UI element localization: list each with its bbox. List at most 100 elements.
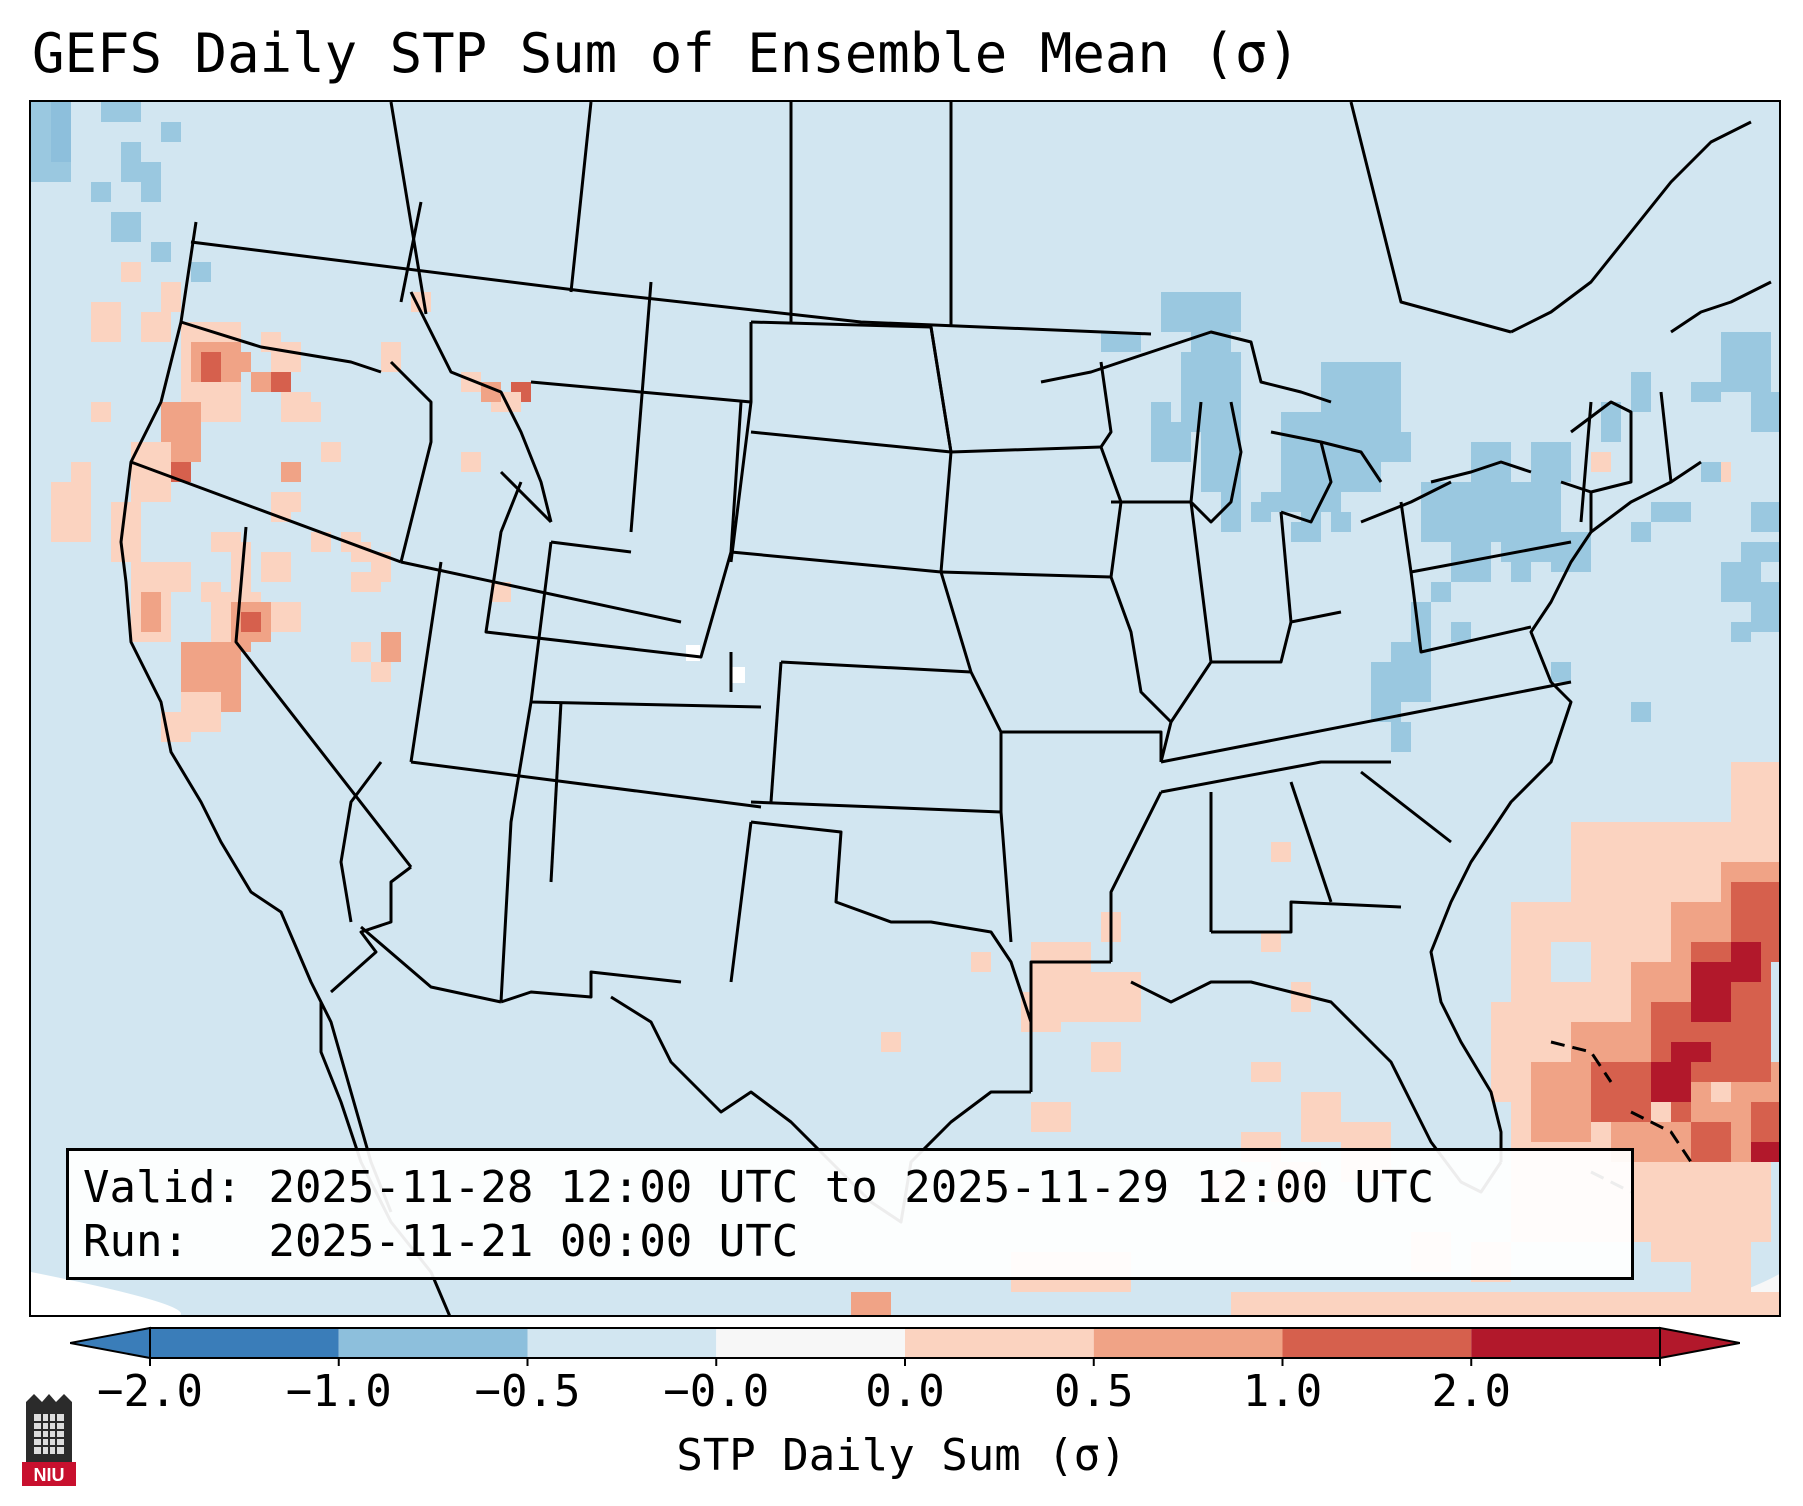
colorbar xyxy=(70,1326,1740,1366)
anomaly-cell xyxy=(1101,332,1141,352)
anomaly-cell xyxy=(151,242,171,262)
anomaly-cell xyxy=(171,462,191,482)
border-line xyxy=(1099,361,1173,763)
anomaly-cell xyxy=(211,532,241,552)
coastline xyxy=(1510,120,1752,334)
projection-edge xyxy=(31,1272,181,1315)
anomaly-cell xyxy=(1181,352,1241,432)
anomaly-cell xyxy=(51,482,91,542)
anomaly-cell xyxy=(1651,502,1691,522)
anomaly-cell xyxy=(91,302,121,342)
anomaly-cell xyxy=(1691,962,1731,1022)
valid-value: 2025-11-28 12:00 UTC to 2025-11-29 12:00… xyxy=(268,1162,1435,1213)
border-line xyxy=(330,865,412,994)
anomaly-cell xyxy=(1431,582,1451,602)
anomaly-cell xyxy=(1251,502,1271,522)
anomaly-cell xyxy=(1391,722,1411,752)
anomaly-cell xyxy=(1031,1102,1071,1132)
anomaly-cell xyxy=(1751,582,1779,632)
anomaly-cell xyxy=(251,372,271,392)
anomaly-cell xyxy=(241,612,261,632)
anomaly-cell xyxy=(1711,1202,1751,1262)
valid-label: Valid: xyxy=(83,1162,242,1213)
anomaly-cell xyxy=(1511,562,1531,582)
anomaly-cell xyxy=(351,642,371,662)
anomaly-cell xyxy=(1721,332,1771,392)
anomaly-cell xyxy=(281,392,311,422)
anomaly-cell xyxy=(491,582,511,602)
anomaly-cell xyxy=(1161,292,1241,332)
border-line xyxy=(399,201,423,303)
border-line xyxy=(1160,680,1572,764)
border-line xyxy=(780,660,972,674)
anomaly-cell xyxy=(1591,452,1611,472)
anomaly-cell xyxy=(1091,1042,1121,1072)
coastline xyxy=(1630,1110,1693,1163)
anomaly-cell xyxy=(121,262,141,282)
anomaly-cell xyxy=(1591,882,1671,942)
colorbar-tick-label: 2.0 xyxy=(1431,1366,1511,1417)
anomaly-cell xyxy=(1671,1042,1711,1062)
border-line xyxy=(1001,730,1163,762)
anomaly-cell xyxy=(271,602,301,632)
anomaly-cell xyxy=(271,372,291,392)
border-line xyxy=(360,925,502,1004)
anomaly-cell xyxy=(1051,1002,1111,1022)
border-line xyxy=(1659,391,1673,483)
colorbar-tick-label: −0.0 xyxy=(663,1366,770,1417)
border-line xyxy=(180,320,382,374)
anomaly-cell xyxy=(881,1032,901,1052)
colorbar-label: STP Daily Sum (σ) xyxy=(676,1430,1127,1481)
border-line xyxy=(400,560,682,624)
anomaly-cell xyxy=(261,552,291,582)
coastline xyxy=(1429,460,1702,1162)
border-line xyxy=(389,360,433,563)
map-panel xyxy=(29,100,1781,1317)
anomaly-cell xyxy=(1151,402,1171,462)
anomaly-cell xyxy=(971,952,991,972)
coastline xyxy=(1320,440,1383,483)
coastline xyxy=(1670,280,1772,334)
anomaly-cell xyxy=(1751,1102,1779,1142)
colorbar-segment xyxy=(905,1328,1094,1358)
anomaly-cell xyxy=(1651,1062,1691,1102)
colorbar-under-arrow xyxy=(70,1326,151,1360)
colorbar-segment xyxy=(527,1328,717,1358)
anomaly-cell xyxy=(281,462,301,482)
anomaly-cell xyxy=(461,452,481,472)
anomaly-cell xyxy=(1751,392,1779,432)
logo-text: NIU xyxy=(34,1465,65,1485)
anomaly-cell xyxy=(121,142,141,182)
border-line xyxy=(410,760,762,809)
anomaly-cell xyxy=(1631,522,1651,542)
anomaly-cell xyxy=(1301,502,1321,522)
anomaly-cell xyxy=(1551,662,1571,682)
anomaly-cell xyxy=(1711,1082,1731,1102)
border-line xyxy=(499,701,533,1003)
border-line xyxy=(1109,791,1163,962)
anomaly-cell xyxy=(161,122,181,142)
anomaly-cell xyxy=(1631,372,1651,412)
colorbar-tick-label: 1.0 xyxy=(1242,1366,1323,1417)
anomaly-cell xyxy=(91,182,111,202)
border-line xyxy=(1211,900,1402,934)
anomaly-cell xyxy=(321,442,341,462)
anomaly-cell xyxy=(1261,932,1281,952)
anomaly-cell xyxy=(201,352,221,382)
coastline xyxy=(1040,330,1332,404)
border-line xyxy=(629,281,653,533)
anomaly-cell xyxy=(1291,522,1321,542)
border-line xyxy=(409,291,553,523)
coastline xyxy=(1360,480,1452,524)
anomaly-cell xyxy=(1531,442,1571,482)
border-line xyxy=(190,240,1152,336)
anomaly-cell xyxy=(141,312,171,342)
border-line xyxy=(769,661,783,803)
colorbar-tick-label: −1.0 xyxy=(285,1366,392,1417)
anomaly-cell xyxy=(161,282,181,312)
coastline xyxy=(1189,401,1243,524)
anomaly-cell xyxy=(1451,622,1471,642)
colorbar-tick-label: 0.0 xyxy=(865,1366,945,1417)
anomaly-cell xyxy=(1631,702,1651,722)
anomaly-cell xyxy=(1381,432,1411,462)
